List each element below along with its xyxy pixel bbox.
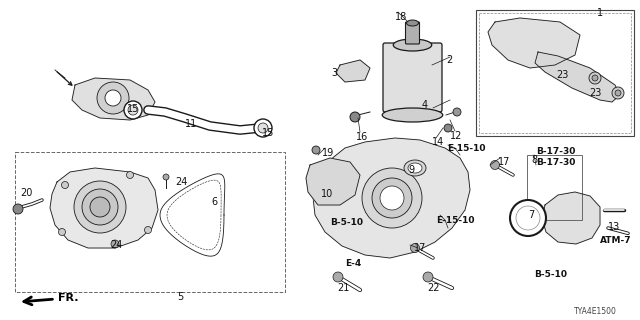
Text: 17: 17 <box>414 243 426 253</box>
Bar <box>476 10 634 136</box>
Text: B-17-30: B-17-30 <box>536 158 575 167</box>
Text: FR.: FR. <box>24 293 79 305</box>
Text: 4: 4 <box>422 100 428 110</box>
Ellipse shape <box>393 39 432 51</box>
Circle shape <box>592 75 598 81</box>
Bar <box>15 152 285 292</box>
Circle shape <box>254 119 272 137</box>
Text: 24: 24 <box>175 177 188 187</box>
Bar <box>479 13 631 133</box>
Text: 7: 7 <box>528 210 534 220</box>
Text: B-5-10: B-5-10 <box>534 270 567 279</box>
Ellipse shape <box>406 20 419 26</box>
Circle shape <box>74 181 126 233</box>
Circle shape <box>58 228 65 236</box>
Text: B-5-10: B-5-10 <box>330 218 363 227</box>
FancyBboxPatch shape <box>383 43 442 112</box>
Circle shape <box>589 72 601 84</box>
Circle shape <box>444 124 452 132</box>
Circle shape <box>111 240 119 248</box>
Circle shape <box>612 87 624 99</box>
Circle shape <box>615 90 621 96</box>
Circle shape <box>350 112 360 122</box>
Text: E-15-10: E-15-10 <box>436 216 474 225</box>
Text: 8: 8 <box>531 155 537 165</box>
Polygon shape <box>488 18 580 68</box>
Circle shape <box>105 90 121 106</box>
Ellipse shape <box>404 160 426 176</box>
Bar <box>527 155 582 220</box>
Circle shape <box>490 161 499 170</box>
Circle shape <box>510 200 546 236</box>
Polygon shape <box>336 60 370 82</box>
Text: ATM-7: ATM-7 <box>600 236 632 245</box>
Text: 2: 2 <box>446 55 452 65</box>
Text: 13: 13 <box>608 222 620 232</box>
Text: 16: 16 <box>356 132 368 142</box>
Text: 12: 12 <box>450 131 462 141</box>
Circle shape <box>380 186 404 210</box>
Text: B-17-30: B-17-30 <box>536 147 575 156</box>
Polygon shape <box>313 138 470 258</box>
Circle shape <box>124 101 142 119</box>
Circle shape <box>97 82 129 114</box>
Text: 17: 17 <box>498 157 510 167</box>
Polygon shape <box>306 158 360 205</box>
Circle shape <box>145 227 152 234</box>
Text: E-15-10: E-15-10 <box>447 144 486 153</box>
Text: 22: 22 <box>427 283 440 293</box>
Text: 23: 23 <box>556 70 568 80</box>
Text: 3: 3 <box>331 68 337 78</box>
Text: 14: 14 <box>432 137 444 147</box>
Circle shape <box>163 174 169 180</box>
Polygon shape <box>72 78 155 120</box>
Text: 15: 15 <box>262 128 275 138</box>
Text: 6: 6 <box>211 197 217 207</box>
FancyBboxPatch shape <box>406 22 419 44</box>
Text: 9: 9 <box>408 165 414 175</box>
Polygon shape <box>542 192 600 244</box>
Text: 24: 24 <box>110 240 122 250</box>
Circle shape <box>127 172 134 179</box>
Circle shape <box>333 272 343 282</box>
Text: 1: 1 <box>597 8 603 18</box>
Circle shape <box>423 272 433 282</box>
Circle shape <box>13 204 23 214</box>
Circle shape <box>312 146 320 154</box>
Text: 5: 5 <box>177 292 183 302</box>
Text: 21: 21 <box>337 283 349 293</box>
Circle shape <box>516 206 540 230</box>
Circle shape <box>410 244 419 252</box>
Text: E-4: E-4 <box>345 259 361 268</box>
Ellipse shape <box>408 163 422 173</box>
Text: 15: 15 <box>127 104 140 114</box>
Circle shape <box>90 197 110 217</box>
Ellipse shape <box>382 108 443 122</box>
Text: 18: 18 <box>395 12 407 22</box>
Text: 11: 11 <box>185 119 197 129</box>
Text: 19: 19 <box>322 148 334 158</box>
Polygon shape <box>50 168 158 248</box>
Polygon shape <box>535 52 620 102</box>
Circle shape <box>82 189 118 225</box>
Circle shape <box>453 108 461 116</box>
Circle shape <box>258 123 268 133</box>
Circle shape <box>362 168 422 228</box>
Text: 20: 20 <box>20 188 33 198</box>
Text: 23: 23 <box>589 88 602 98</box>
Circle shape <box>372 178 412 218</box>
Text: 10: 10 <box>321 189 333 199</box>
Circle shape <box>61 181 68 188</box>
Text: TYA4E1500: TYA4E1500 <box>574 307 617 316</box>
Circle shape <box>128 105 138 115</box>
